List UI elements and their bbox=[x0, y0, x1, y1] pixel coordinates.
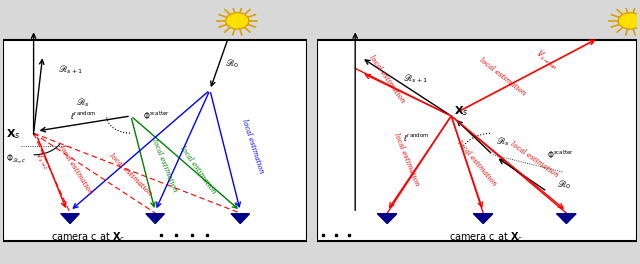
Text: $\mathscr{R}_{s+1}$: $\mathscr{R}_{s+1}$ bbox=[58, 64, 83, 76]
Polygon shape bbox=[557, 214, 576, 224]
Text: $\mathscr{R}_{s+1}$: $\mathscr{R}_{s+1}$ bbox=[403, 72, 428, 85]
Text: camera c at $\mathbf{X}_c$: camera c at $\mathbf{X}_c$ bbox=[51, 230, 125, 244]
Text: camera c at $\mathbf{X}_c$: camera c at $\mathbf{X}_c$ bbox=[449, 230, 524, 244]
Text: $\Phi^{\rm scatter}$: $\Phi^{\rm scatter}$ bbox=[143, 110, 170, 122]
Circle shape bbox=[226, 13, 249, 29]
Text: $\ell^{\rm random}$: $\ell^{\rm random}$ bbox=[70, 110, 96, 122]
Text: $\mathscr{R}_{s}$: $\mathscr{R}_{s}$ bbox=[496, 135, 509, 148]
Text: local estimation: local estimation bbox=[477, 56, 527, 98]
FancyBboxPatch shape bbox=[317, 40, 637, 241]
Text: local estimation: local estimation bbox=[456, 139, 498, 188]
Text: local estimation: local estimation bbox=[108, 152, 154, 197]
Polygon shape bbox=[61, 214, 79, 224]
Text: $\mathscr{R}_{s}$: $\mathscr{R}_{s}$ bbox=[76, 96, 90, 109]
Text: local estimation: local estimation bbox=[240, 118, 265, 174]
Circle shape bbox=[618, 13, 640, 29]
Text: $\Phi^{\rm scatter}$: $\Phi^{\rm scatter}$ bbox=[547, 149, 574, 161]
Text: $\mathbf{X}_s$: $\mathbf{X}_s$ bbox=[454, 104, 469, 117]
Text: $\Phi_{\mathscr{R}_{s},c}$: $\Phi_{\mathscr{R}_{s},c}$ bbox=[6, 152, 27, 166]
Text: local estimation: local estimation bbox=[179, 144, 217, 195]
Text: local estimation: local estimation bbox=[58, 144, 95, 196]
Text: local estimation: local estimation bbox=[368, 54, 406, 105]
Text: $\mathbf{X}_s$: $\mathbf{X}_s$ bbox=[6, 128, 20, 141]
Text: $V_{s\to\rm sun}$: $V_{s\to\rm sun}$ bbox=[533, 47, 561, 73]
Polygon shape bbox=[474, 214, 493, 224]
Polygon shape bbox=[146, 214, 164, 224]
Polygon shape bbox=[231, 214, 250, 224]
Text: $\mathscr{R}_0$: $\mathscr{R}_0$ bbox=[225, 57, 239, 70]
Text: local estimation: local estimation bbox=[392, 131, 420, 187]
Text: $\mathscr{R}_0$: $\mathscr{R}_0$ bbox=[557, 178, 571, 191]
Text: local estimation: local estimation bbox=[509, 140, 560, 179]
Text: $V_{s\to c}$: $V_{s\to c}$ bbox=[32, 150, 53, 173]
Text: local estimation: local estimation bbox=[150, 138, 179, 193]
Polygon shape bbox=[378, 214, 397, 224]
Text: $\ell^{\rm random}$: $\ell^{\rm random}$ bbox=[403, 131, 429, 144]
FancyBboxPatch shape bbox=[3, 40, 307, 241]
